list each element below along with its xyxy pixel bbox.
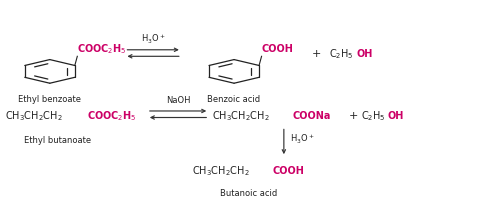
Text: CH$_3$CH$_2$CH$_2$: CH$_3$CH$_2$CH$_2$ [212,109,269,123]
Text: COONa: COONa [293,111,331,121]
Text: Benzoic acid: Benzoic acid [208,95,260,104]
Text: CH$_3$CH$_2$CH$_2$: CH$_3$CH$_2$CH$_2$ [192,164,249,178]
Text: H$_3$O$^+$: H$_3$O$^+$ [141,33,165,46]
Text: CH$_3$CH$_2$CH$_2$: CH$_3$CH$_2$CH$_2$ [5,109,63,123]
Text: H$_3$O$^+$: H$_3$O$^+$ [290,133,314,146]
Text: COOC$_2$H$_5$: COOC$_2$H$_5$ [77,42,127,56]
Text: +: + [312,49,321,59]
Text: COOC$_2$H$_5$: COOC$_2$H$_5$ [87,109,137,123]
Text: +: + [349,111,358,121]
Text: COOH: COOH [261,44,293,54]
Text: OH: OH [356,49,373,59]
Text: OH: OH [387,111,404,121]
Text: C$_2$H$_5$: C$_2$H$_5$ [329,47,354,61]
Text: C$_2$H$_5$: C$_2$H$_5$ [361,109,386,123]
Text: Ethyl butanoate: Ethyl butanoate [24,136,91,145]
Text: NaOH: NaOH [166,96,190,105]
Text: COOH: COOH [273,166,305,176]
Text: Butanoic acid: Butanoic acid [221,189,277,198]
Text: Ethyl benzoate: Ethyl benzoate [18,95,81,104]
